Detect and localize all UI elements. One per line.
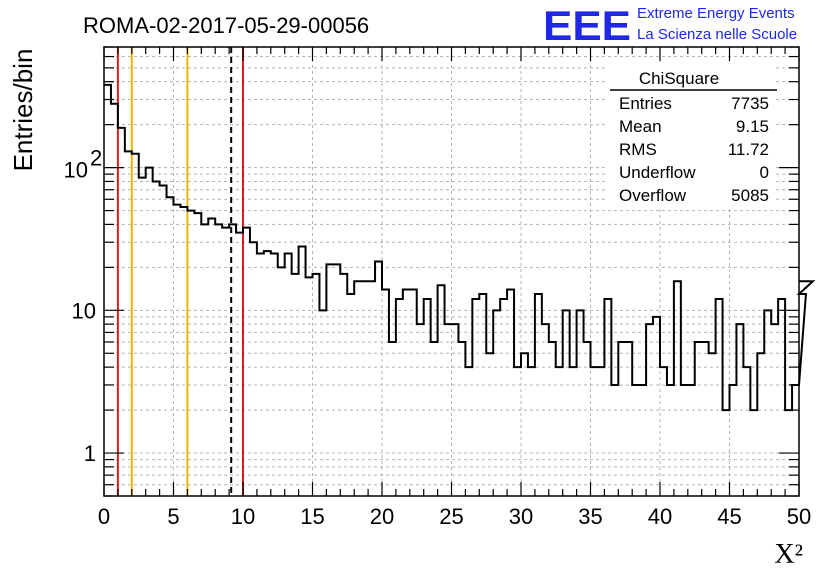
eee-logo: EEE Extreme Energy Events La Scienza nel…: [543, 2, 797, 49]
stats-row-label: Mean: [619, 117, 662, 136]
logo-line-1: Extreme Energy Events: [637, 5, 795, 22]
chart-title: ROMA-02-2017-05-29-00056: [83, 13, 369, 38]
reference-lines: [116, 47, 244, 496]
y-tick-label-exponent: 2: [90, 146, 102, 171]
x-tick-label: 10: [231, 504, 255, 529]
stats-row-value: 9.15: [736, 117, 769, 136]
y-axis-label: Entries/bin: [8, 49, 38, 172]
x-tick-label: 40: [648, 504, 672, 529]
stats-row-value: 5085: [731, 186, 769, 205]
x-tick-label: 30: [509, 504, 533, 529]
x-tick-label: 25: [439, 504, 463, 529]
x-tick-label: 35: [578, 504, 602, 529]
stats-row-label: Underflow: [619, 163, 696, 182]
logo-line-2: La Scienza nelle Scuole: [637, 26, 797, 43]
stats-rows: Entries 7735 Mean 9.15 RMS 11.72 Underflow 0 Ove…: [619, 94, 769, 205]
stats-box: ChiSquare Entries 7735 Mean 9.15 RMS 11.72 Und…: [605, 63, 777, 208]
eee-logo-mark: EEE: [543, 2, 631, 49]
stats-row-label: RMS: [619, 140, 657, 159]
y-tick-label: 10: [64, 158, 88, 183]
stats-row-value: 0: [760, 163, 769, 182]
axis-ticks: [103, 46, 800, 497]
y-tick-label: 10: [72, 298, 96, 323]
stats-row-value: 11.72: [728, 140, 769, 159]
x-tick-label: 20: [370, 504, 394, 529]
x-tick-label: 15: [300, 504, 324, 529]
x-tick-label: 50: [787, 504, 811, 529]
x-tick-label: 0: [98, 504, 110, 529]
x-tick-labels: 0 5 10 15 20 25 30 35 40 45 50: [98, 504, 811, 529]
stats-box-background: [605, 63, 775, 208]
stats-title: ChiSquare: [639, 69, 719, 88]
stats-row-label: Entries: [619, 94, 672, 113]
x-tick-label: 5: [167, 504, 179, 529]
stats-row-label: Overflow: [619, 186, 687, 205]
histogram-step-line: [104, 83, 816, 412]
x-tick-label: 45: [717, 504, 741, 529]
y-tick-label: 1: [84, 441, 96, 466]
stats-row-value: 7735: [731, 94, 769, 113]
x-axis-label: Χ²: [774, 539, 803, 570]
